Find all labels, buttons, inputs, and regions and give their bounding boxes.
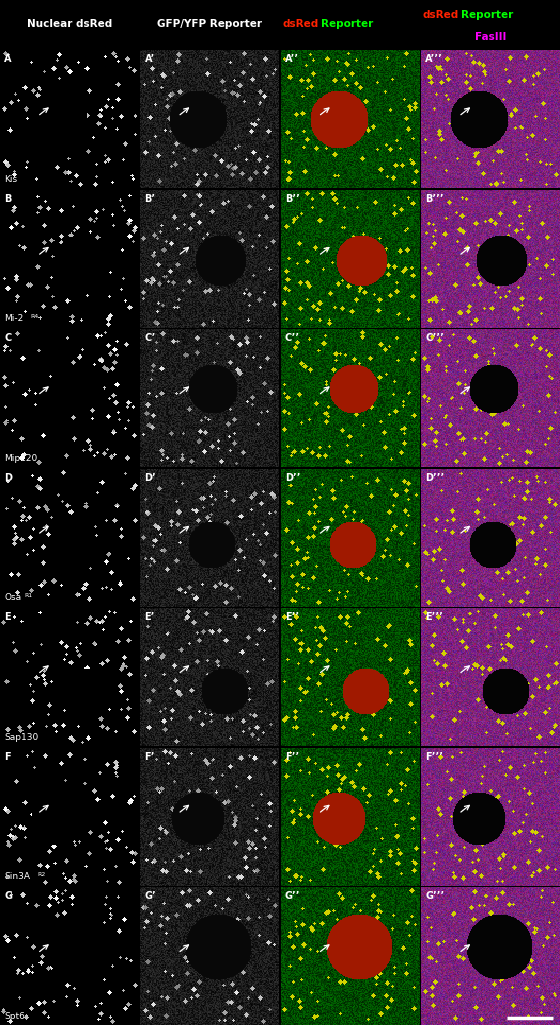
Text: D’: D’ (144, 473, 156, 483)
Text: R4: R4 (31, 315, 39, 320)
Text: E’’’: E’’’ (426, 612, 444, 622)
Text: dsRed: dsRed (282, 19, 318, 30)
Text: G’: G’ (144, 891, 156, 901)
Text: G’’’: G’’’ (426, 891, 445, 901)
Text: Kis: Kis (4, 175, 17, 184)
Text: D’’’: D’’’ (426, 473, 445, 483)
Text: Spt6: Spt6 (4, 1012, 25, 1021)
Text: B’’’: B’’’ (426, 194, 444, 204)
Text: F’’: F’’ (285, 751, 299, 762)
Text: G: G (4, 891, 12, 901)
Text: G’’: G’’ (285, 891, 301, 901)
Text: F: F (4, 751, 11, 762)
Text: D’’: D’’ (285, 473, 301, 483)
Text: Sin3A: Sin3A (4, 872, 30, 882)
Text: B’’: B’’ (285, 194, 300, 204)
Text: C: C (4, 333, 11, 343)
Text: F’: F’ (144, 751, 155, 762)
Text: GFP/YFP Reporter: GFP/YFP Reporter (157, 19, 262, 30)
Text: Osa: Osa (4, 593, 21, 603)
Text: D: D (4, 473, 12, 483)
Text: Mi-2: Mi-2 (4, 315, 24, 324)
Text: C’: C’ (144, 333, 156, 343)
Text: A: A (4, 54, 12, 65)
Text: Mip120: Mip120 (4, 454, 38, 463)
Text: E’’: E’’ (285, 612, 299, 622)
Text: Sap130: Sap130 (4, 733, 39, 742)
Text: A’’’: A’’’ (426, 54, 444, 65)
Text: FasIII: FasIII (475, 32, 506, 42)
Text: B’: B’ (144, 194, 156, 204)
Text: R1: R1 (24, 593, 32, 599)
Text: R2: R2 (38, 872, 46, 877)
Text: E: E (4, 612, 11, 622)
Text: A’: A’ (144, 54, 155, 65)
Text: Nuclear dsRed: Nuclear dsRed (27, 19, 112, 30)
Text: A’’: A’’ (285, 54, 299, 65)
Text: C’’: C’’ (285, 333, 300, 343)
Text: E’: E’ (144, 612, 155, 622)
Text: Reporter: Reporter (321, 19, 374, 30)
Text: dsRed: dsRed (422, 9, 459, 19)
Text: C’’’: C’’’ (426, 333, 444, 343)
Text: B: B (4, 194, 12, 204)
Text: Reporter: Reporter (461, 9, 514, 19)
Text: F’’’: F’’’ (426, 751, 444, 762)
